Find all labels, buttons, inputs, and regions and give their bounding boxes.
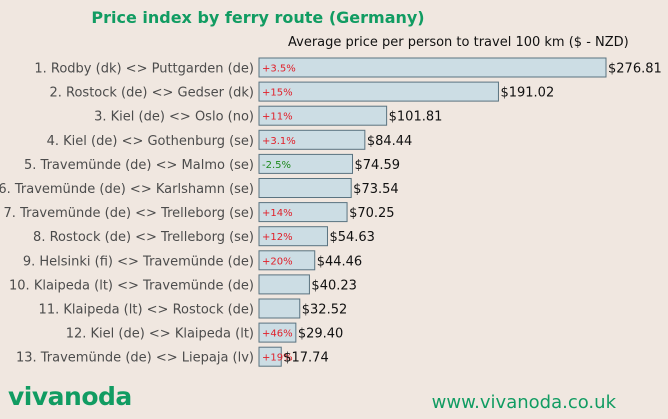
value-label: $44.46 — [317, 254, 363, 269]
value-label: $84.44 — [367, 134, 413, 149]
value-label: $73.54 — [353, 182, 399, 197]
change-label: +20% — [262, 256, 293, 267]
value-label: $29.40 — [298, 327, 344, 342]
category-label: 3. Kiel (de) <> Oslo (no) — [94, 110, 254, 125]
bar — [258, 202, 348, 223]
change-label: +19% — [262, 353, 293, 364]
category-label: 7. Travemünde (de) <> Trelleborg (se) — [4, 206, 254, 221]
change-label: +11% — [262, 112, 293, 123]
bar — [258, 81, 499, 102]
value-label: $101.81 — [389, 110, 443, 125]
category-label: 8. Rostock (de) <> Trelleborg (se) — [33, 230, 254, 245]
value-label: $32.52 — [302, 303, 348, 318]
category-label: 4. Kiel (de) <> Gothenburg (se) — [47, 134, 254, 149]
value-label: $276.81 — [608, 62, 662, 77]
bar — [258, 129, 366, 150]
change-label: -2.5% — [262, 160, 291, 171]
category-label: 5. Travemünde (de) <> Malmo (se) — [24, 158, 254, 173]
bar — [258, 226, 328, 247]
bar — [258, 153, 354, 174]
bar — [258, 298, 301, 319]
category-label: 11. Klaipeda (lt) <> Rostock (de) — [39, 303, 254, 318]
bar — [258, 105, 388, 126]
category-label: 10. Klaipeda (lt) <> Travemünde (de) — [9, 278, 254, 293]
chart-subtitle: Average price per person to travel 100 k… — [288, 35, 629, 50]
category-label: 2. Rostock (de) <> Gedser (dk) — [49, 86, 254, 101]
value-label: $17.74 — [283, 351, 329, 366]
website-link[interactable]: www.vivanoda.co.uk — [431, 392, 616, 413]
value-label: $70.25 — [349, 206, 395, 221]
category-label: 13. Travemünde (de) <> Liepaja (lv) — [16, 351, 254, 366]
vivanoda-logo: vivanoda — [8, 382, 132, 411]
change-label: +15% — [262, 88, 293, 99]
bar — [258, 346, 282, 367]
category-label: 9. Helsinki (fi) <> Travemünde (de) — [23, 254, 254, 269]
value-label: $54.63 — [329, 230, 375, 245]
category-label: 6. Travemünde (de) <> Karlshamn (se) — [0, 182, 254, 197]
change-label: +46% — [262, 329, 293, 340]
bar — [258, 274, 310, 295]
change-label: +3.1% — [262, 136, 296, 147]
category-label: 12. Kiel (de) <> Klaipeda (lt) — [66, 327, 254, 342]
value-label: $40.23 — [311, 278, 357, 293]
bar — [258, 57, 607, 78]
chart-title: Price index by ferry route (Germany) — [91, 8, 425, 27]
change-label: +12% — [262, 232, 293, 243]
value-label: $74.59 — [355, 158, 401, 173]
category-label: 1. Rodby (dk) <> Puttgarden (de) — [34, 62, 254, 77]
change-label: +3.5% — [262, 64, 296, 75]
bar — [258, 178, 352, 198]
change-label: +14% — [262, 208, 293, 219]
value-label: $191.02 — [500, 86, 554, 101]
bar — [258, 250, 316, 271]
bar — [258, 322, 297, 343]
